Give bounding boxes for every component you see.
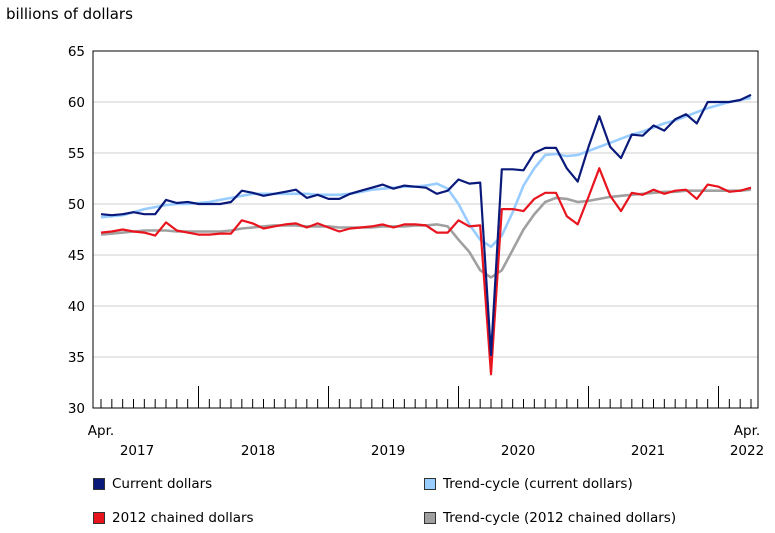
legend-swatch [424, 512, 436, 524]
legend-swatch [424, 478, 436, 490]
x-axis-start-month-label: Apr. [88, 423, 114, 439]
legend-swatch [93, 478, 105, 490]
gridlines [93, 101, 758, 358]
y-tick-label: 30 [68, 401, 85, 417]
x-axis-ticks [100, 386, 752, 408]
x-year-label: 2020 [501, 443, 535, 459]
legend-label: Current dollars [112, 476, 213, 492]
x-year-label: 2021 [631, 443, 665, 459]
legend-item-current-dollars: Current dollars [93, 476, 212, 492]
legend-label: 2012 chained dollars [112, 510, 254, 526]
x-year-label: 2018 [241, 443, 275, 459]
x-axis-end-month-label: Apr. [734, 423, 760, 439]
y-tick-label: 65 [68, 44, 85, 60]
series-line-2 [100, 167, 752, 376]
y-tick-label: 40 [68, 299, 85, 315]
legend-item-chained-dollars: 2012 chained dollars [93, 510, 254, 526]
y-tick-label: 50 [68, 197, 85, 213]
series-lines [100, 93, 752, 376]
x-year-label: 2017 [120, 443, 154, 459]
x-year-label: 2019 [371, 443, 405, 459]
y-tick-label: 45 [68, 248, 85, 264]
legend-item-trend-cycle-current: Trend-cycle (current dollars) [424, 476, 633, 492]
series-line-1 [100, 96, 752, 249]
series-line-0 [100, 93, 752, 357]
y-tick-label: 60 [68, 95, 85, 111]
plot-frame [92, 50, 759, 409]
y-axis-tick-labels: 30 35 40 45 50 55 60 65 [68, 44, 85, 417]
legend-label: Trend-cycle (2012 chained dollars) [443, 510, 677, 526]
y-axis-title: billions of dollars [6, 5, 133, 23]
x-axis-year-labels: 2017 2018 2019 2020 2021 2022 [120, 443, 764, 459]
x-year-label: 2022 [730, 443, 764, 459]
y-tick-label: 55 [68, 146, 85, 162]
y-tick-label: 35 [68, 350, 85, 366]
legend-swatch [93, 512, 105, 524]
legend-label: Trend-cycle (current dollars) [443, 476, 633, 492]
legend-item-trend-cycle-chained: Trend-cycle (2012 chained dollars) [424, 510, 676, 526]
